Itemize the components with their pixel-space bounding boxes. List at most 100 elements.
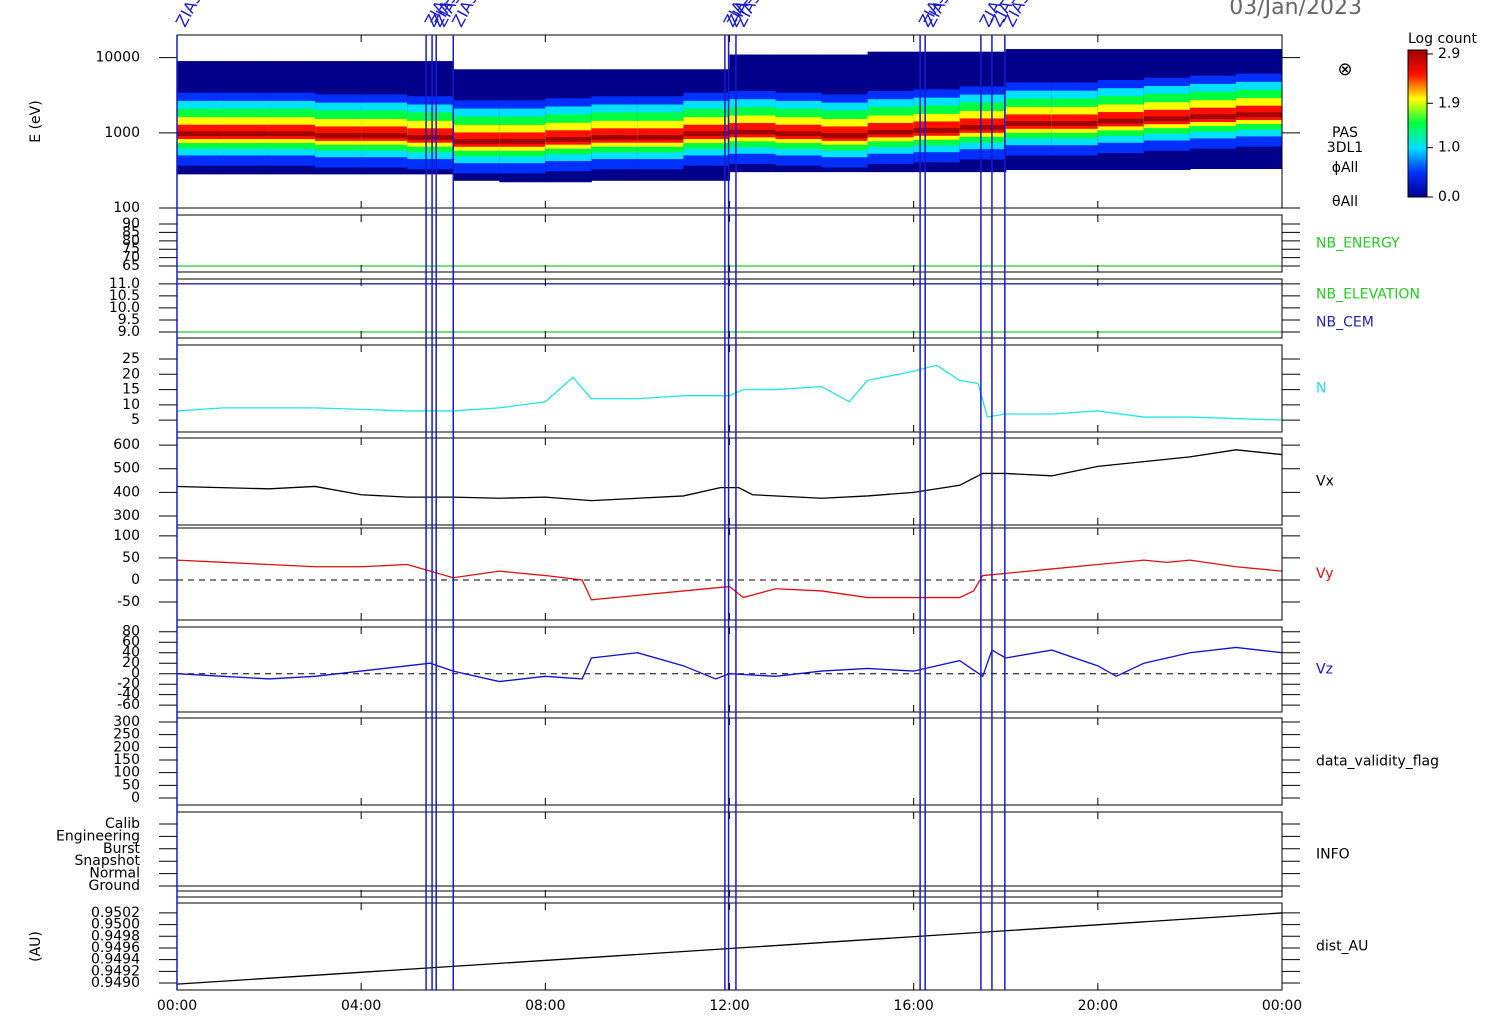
panel-frame: [176, 437, 1283, 526]
colorbar-tick-label: 1.0: [1438, 140, 1460, 156]
spectrogram-band: [223, 131, 270, 137]
x-tick-label: 16:00: [893, 998, 933, 1014]
y-tick-label: 50: [122, 777, 140, 793]
y-tick-label: 90: [122, 216, 140, 232]
panel-frame: [176, 214, 1283, 273]
y-tick-label: 70: [122, 250, 140, 266]
y-tick-label: 1000: [104, 125, 140, 141]
y-tick-label: Burst: [103, 841, 141, 857]
y-tick-label: 300: [113, 714, 140, 730]
y-tick-label: Ground: [89, 878, 141, 894]
y-tick-label: 60: [122, 634, 140, 650]
y-tick-label: 75: [122, 241, 140, 257]
y-tick-label: 150: [113, 752, 140, 768]
spectrogram-band: [407, 135, 454, 140]
spectrogram-band: [499, 139, 546, 144]
x-tick-label: 00:00: [1262, 998, 1302, 1014]
y-tick-label: 0.9496: [91, 940, 140, 956]
y-tick-label: 0: [131, 790, 140, 806]
spectrogram-band: [453, 139, 500, 144]
y-tick-label: 80: [122, 233, 140, 249]
panel-frame: [176, 902, 1283, 991]
y-tick-label: 100: [113, 765, 140, 781]
panel-frame: [176, 811, 1283, 898]
y-tick-label: 20: [122, 366, 140, 382]
series-line: [177, 559, 1282, 601]
spectrogram-band: [1005, 121, 1053, 126]
panel-frame: [176, 527, 1283, 621]
y-tick-label: 0.9492: [91, 963, 140, 979]
spectrogram-band: [315, 133, 362, 138]
y-tick-label: 80: [122, 624, 140, 640]
panel: [177, 559, 1282, 601]
y-tick-label: 9.0: [118, 324, 140, 340]
panel-frame: [176, 344, 1283, 433]
series-label: dist_AU: [1316, 939, 1368, 955]
y-tick-label: 10.0: [109, 300, 140, 316]
spectrogram-band: [913, 128, 961, 133]
series-label: Vz: [1316, 662, 1333, 678]
y-tick-label: 9.5: [118, 312, 140, 328]
chart-title: 03/Jan/2023: [1229, 0, 1362, 20]
series-line: [177, 912, 1282, 985]
y-tick-label: 15: [122, 382, 140, 398]
x-tick-label: 04:00: [341, 998, 381, 1014]
spectrogram-band: [821, 133, 869, 138]
y-tick-label: -20: [117, 676, 140, 692]
series-line: [177, 646, 1282, 683]
spectrogram-band: [1235, 112, 1282, 118]
panel: [177, 49, 1282, 183]
series-label: Vx: [1316, 474, 1334, 490]
spectrogram-band: [1097, 118, 1145, 124]
panel: [177, 449, 1282, 502]
y-tick-label: 0: [131, 666, 140, 682]
event-label: ZIAS: [172, 0, 206, 30]
panel-label: ϕAll: [1332, 160, 1359, 176]
y-tick-label: 5: [131, 412, 140, 428]
panel-label: data_validity_flag: [1316, 754, 1439, 770]
colorbar-title: Log count: [1408, 31, 1477, 47]
y-tick-label: 200: [113, 739, 140, 755]
y-tick-label: 65: [122, 258, 140, 274]
colorbar: [1407, 49, 1428, 198]
panel-label: INFO: [1316, 847, 1350, 863]
spectrogram-band: [775, 131, 823, 137]
y-tick-label: 600: [113, 437, 140, 453]
y-tick-label: Engineering: [56, 828, 140, 844]
colorbar-tick-label: 1.9: [1438, 95, 1460, 111]
x-tick-label: 08:00: [525, 998, 565, 1014]
spectrogram-band: [1143, 116, 1191, 122]
y-axis-label: (AU): [28, 931, 44, 962]
y-tick-label: 400: [113, 484, 140, 500]
spectrogram-band: [683, 131, 730, 137]
panel: [177, 912, 1282, 985]
y-tick-label: 10: [122, 397, 140, 413]
spectrogram-band: [1189, 114, 1237, 120]
y-tick-label: 40: [122, 645, 140, 661]
series-label: NB_ELEVATION: [1316, 287, 1420, 303]
spectrogram-band: [729, 129, 777, 135]
y-tick-label: 0: [131, 572, 140, 588]
spectrogram-band: [269, 131, 316, 137]
spectrogram-band: [867, 129, 915, 135]
spectrogram-band: [637, 135, 684, 140]
y-axis-label: E (eV): [28, 100, 44, 142]
y-tick-label: Calib: [105, 816, 140, 832]
y-tick-label: 0.9502: [91, 905, 140, 921]
series-line: [177, 364, 1282, 421]
y-tick-label: Snapshot: [75, 853, 141, 869]
x-tick-label: 00:00: [157, 998, 197, 1014]
panel-label: θAll: [1332, 194, 1358, 210]
y-tick-label: -60: [117, 697, 140, 713]
y-tick-label: 25: [122, 351, 140, 367]
y-tick-label: 100: [113, 528, 140, 544]
y-tick-label: 50: [122, 550, 140, 566]
y-tick-label: 10000: [95, 50, 140, 66]
x-tick-label: 20:00: [1078, 998, 1118, 1014]
series-label: N: [1316, 381, 1326, 397]
spectrogram-band: [545, 136, 592, 142]
panel: [177, 646, 1282, 683]
panel: [177, 283, 1282, 333]
